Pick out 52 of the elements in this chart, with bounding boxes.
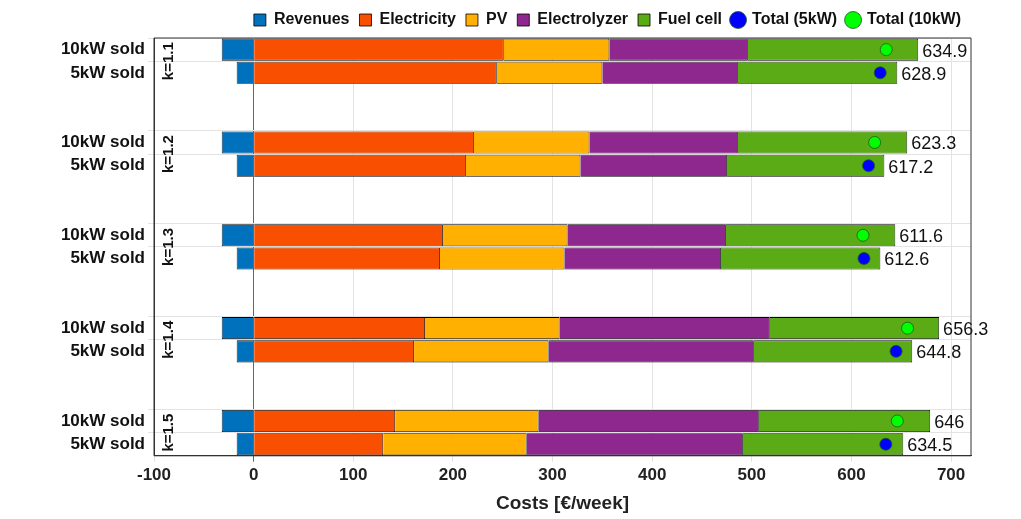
data-label: 634.9 <box>922 40 968 61</box>
legend-label: Fuel cell <box>658 10 723 28</box>
data-label: 656.3 <box>943 319 989 340</box>
y-tick-label: 10kW sold <box>60 410 145 430</box>
point <box>889 344 903 358</box>
annotation: k=1.5 <box>159 413 177 452</box>
x-tick-label: -100 <box>136 464 172 484</box>
x-axis-title: Costs [€/week] <box>495 491 630 513</box>
point <box>873 66 887 80</box>
point <box>857 252 871 265</box>
y-tick-label: 10kW sold <box>60 317 145 337</box>
y-tick-label: 5kW sold <box>70 341 145 361</box>
point <box>868 136 882 149</box>
data-label: 623.3 <box>911 133 957 154</box>
point <box>901 321 914 335</box>
data-label: 611.6 <box>899 226 943 247</box>
x-tick-label: 600 <box>837 464 866 484</box>
annotation: k=1.4 <box>159 320 177 359</box>
y-tick-label: 5kW sold <box>70 155 145 175</box>
x-tick-label: 400 <box>637 464 667 484</box>
data-label: 612.6 <box>884 249 930 270</box>
point <box>879 437 893 451</box>
data-label: 646 <box>934 411 965 432</box>
x-tick-label: 700 <box>936 464 966 484</box>
point <box>856 228 870 242</box>
x-tick-label: 500 <box>737 464 766 484</box>
y-tick-label: 10kW sold <box>60 224 145 244</box>
data-label: 644.8 <box>916 342 962 363</box>
legend-label: Revenues <box>273 10 350 28</box>
annotation: k=1.1 <box>159 42 177 81</box>
data-label: 634.5 <box>907 435 953 456</box>
y-tick-label: 5kW sold <box>70 433 145 453</box>
data-label: 617.2 <box>888 156 934 177</box>
annotation: k=1.2 <box>159 135 177 174</box>
legend-label: Total (5kW) <box>752 10 838 28</box>
x-tick-label: 0 <box>248 464 259 484</box>
x-tick-label: 300 <box>538 464 567 484</box>
point <box>862 159 875 173</box>
point <box>890 414 904 428</box>
point <box>879 43 893 57</box>
legend-label: Electricity <box>379 10 457 28</box>
y-tick-label: 5kW sold <box>70 248 145 268</box>
legend-label: PV <box>485 10 508 28</box>
x-tick-label: 200 <box>438 464 468 484</box>
data-label: 628.9 <box>901 63 947 84</box>
y-tick-label: 10kW sold <box>60 39 145 59</box>
x-tick-label: 100 <box>339 464 368 484</box>
y-tick-label: 10kW sold <box>60 132 145 152</box>
annotation: k=1.3 <box>159 227 177 266</box>
legend-label: Total (10kW) <box>867 10 962 28</box>
legend-label: Electrolyzer <box>537 10 629 28</box>
y-tick-label: 5kW sold <box>70 62 145 82</box>
